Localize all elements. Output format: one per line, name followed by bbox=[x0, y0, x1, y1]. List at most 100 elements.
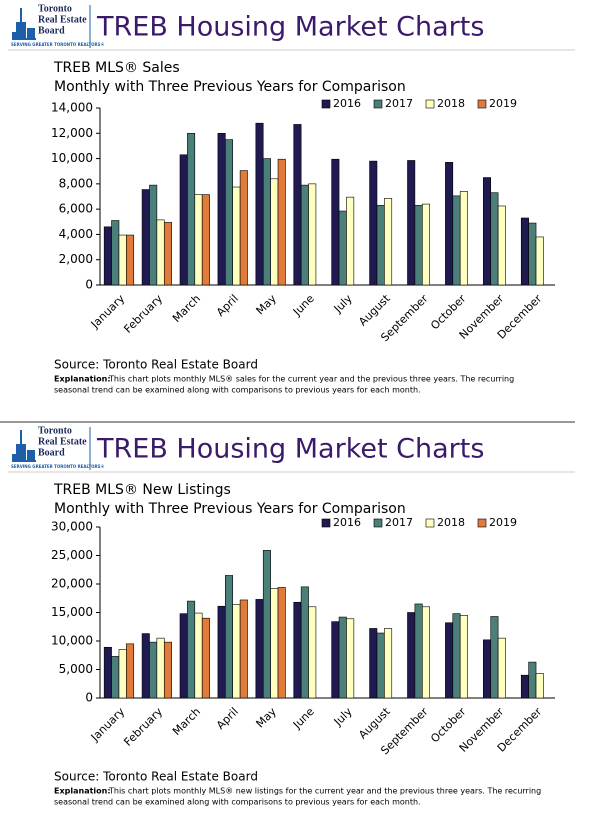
bar bbox=[270, 178, 279, 286]
bar bbox=[293, 601, 302, 699]
legend-swatch bbox=[321, 518, 331, 528]
logo-icon bbox=[12, 430, 36, 462]
y-tick-label: 10,000 bbox=[51, 634, 93, 648]
bar bbox=[111, 656, 120, 699]
y-tick-label: 2,000 bbox=[59, 252, 93, 266]
y-tick-label: 14,000 bbox=[51, 101, 93, 115]
bar bbox=[149, 184, 158, 286]
bar bbox=[277, 587, 286, 699]
logo-text: Board bbox=[38, 25, 65, 36]
x-tick-label: February bbox=[121, 292, 165, 336]
bar bbox=[255, 122, 264, 286]
bar bbox=[331, 621, 340, 699]
bar bbox=[338, 616, 347, 699]
bar bbox=[490, 192, 499, 286]
explanation-label: Explanation: bbox=[54, 787, 111, 796]
x-tick-label: August bbox=[356, 705, 393, 742]
bar bbox=[156, 637, 165, 699]
explanation: This chart plots monthly MLS® sales for … bbox=[108, 375, 514, 384]
bar bbox=[483, 177, 492, 286]
logo-text: Toronto bbox=[38, 425, 72, 436]
legend-label: 2017 bbox=[385, 97, 413, 110]
logo-shape bbox=[27, 28, 35, 38]
legend-swatch bbox=[425, 99, 435, 109]
bar bbox=[156, 219, 165, 286]
bar bbox=[232, 186, 241, 286]
legend-swatch bbox=[477, 518, 487, 528]
bar bbox=[111, 220, 120, 286]
bar bbox=[369, 628, 378, 699]
bar bbox=[141, 633, 150, 699]
bar bbox=[414, 205, 423, 286]
bar bbox=[376, 205, 385, 286]
source: Source: Toronto Real Estate Board bbox=[54, 358, 258, 372]
y-tick-label: 4,000 bbox=[59, 227, 93, 241]
y-tick-label: 10,000 bbox=[51, 151, 93, 165]
bar bbox=[239, 170, 248, 286]
bar bbox=[535, 236, 544, 286]
y-tick-label: 5,000 bbox=[59, 662, 93, 676]
bar bbox=[459, 191, 468, 286]
bar bbox=[225, 575, 234, 699]
bar bbox=[300, 184, 309, 286]
bar bbox=[528, 661, 537, 699]
y-tick-label: 15,000 bbox=[51, 605, 93, 619]
logo-shape bbox=[16, 444, 26, 460]
bar bbox=[331, 158, 340, 286]
bar bbox=[187, 132, 196, 286]
explanation: seasonal trend can be examined along wit… bbox=[54, 798, 421, 807]
bar bbox=[163, 641, 172, 699]
logo-shape bbox=[12, 454, 18, 460]
logo-text: Real Estate bbox=[38, 14, 87, 25]
x-tick-label: February bbox=[121, 705, 165, 749]
bar bbox=[277, 158, 286, 286]
bar bbox=[118, 649, 127, 699]
bar bbox=[338, 210, 347, 286]
chart-subtitle: Monthly with Three Previous Years for Co… bbox=[54, 501, 406, 517]
y-tick-label: 30,000 bbox=[51, 520, 93, 534]
bar bbox=[490, 616, 499, 699]
legend-label: 2019 bbox=[489, 97, 517, 110]
bar bbox=[149, 641, 158, 699]
bar bbox=[384, 628, 393, 699]
legend-label: 2016 bbox=[333, 97, 361, 110]
logo-tagline: SERVING GREATER TORONTO REALTORS® bbox=[11, 42, 104, 47]
bar bbox=[201, 617, 210, 699]
bar bbox=[369, 160, 378, 286]
y-tick-label: 12,000 bbox=[51, 126, 93, 140]
bar bbox=[300, 586, 309, 699]
bar bbox=[520, 217, 529, 286]
y-tick-label: 0 bbox=[85, 691, 93, 705]
bar bbox=[407, 160, 416, 286]
bar bbox=[407, 612, 416, 699]
bar bbox=[179, 154, 188, 286]
bar bbox=[141, 189, 150, 286]
x-tick-label: April bbox=[214, 292, 241, 319]
bar bbox=[126, 643, 135, 699]
legend-swatch bbox=[373, 99, 383, 109]
y-tick-label: 20,000 bbox=[51, 577, 93, 591]
x-tick-label: May bbox=[254, 705, 280, 731]
bar bbox=[255, 599, 264, 699]
bar bbox=[445, 162, 454, 286]
legend-label: 2018 bbox=[437, 97, 465, 110]
bar bbox=[421, 606, 430, 699]
x-tick-label: July bbox=[331, 292, 355, 316]
chart-title: TREB MLS® New Listings bbox=[53, 482, 231, 498]
bar bbox=[187, 600, 196, 699]
banner: TREB Housing Market Charts bbox=[96, 12, 484, 43]
bar bbox=[497, 205, 506, 286]
logo-shape bbox=[12, 32, 18, 38]
bar bbox=[308, 183, 317, 286]
bar bbox=[293, 124, 302, 286]
x-tick-label: March bbox=[170, 292, 203, 325]
bar bbox=[201, 194, 210, 286]
x-tick-label: April bbox=[214, 705, 241, 732]
bar bbox=[217, 605, 226, 699]
bar bbox=[262, 158, 271, 286]
bar bbox=[384, 198, 393, 286]
legend-swatch bbox=[425, 518, 435, 528]
legend-swatch bbox=[477, 99, 487, 109]
source: Source: Toronto Real Estate Board bbox=[54, 770, 258, 784]
explanation: seasonal trend can be examined along wit… bbox=[54, 386, 421, 395]
